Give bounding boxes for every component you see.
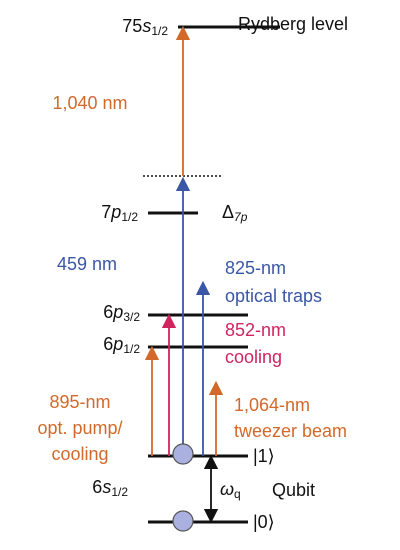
atom <box>172 510 194 532</box>
level-label: 6p3/2 <box>103 302 140 324</box>
label-part: 7 <box>101 202 111 222</box>
beam-label: 895-nm <box>49 392 110 412</box>
label-part: 6 <box>103 302 113 322</box>
state-label: |1⟩ <box>253 446 275 466</box>
detuning: Δ7p <box>222 202 248 224</box>
label-part: 75 <box>122 16 142 36</box>
beam-label: tweezer beam <box>234 421 347 441</box>
label-part: 6 <box>103 334 113 354</box>
level-label: 6s1/2 <box>92 477 128 499</box>
state-label: |0⟩ <box>253 512 275 532</box>
beam-label: 1,040 nm <box>52 93 127 113</box>
arrows <box>144 25 224 524</box>
level-label: 6p1/2 <box>103 334 140 356</box>
qubit-label: Qubit <box>272 480 315 500</box>
label-part: Δ <box>222 202 234 222</box>
beam-label: 459 nm <box>57 254 117 274</box>
level-label: 7p1/2 <box>101 202 138 224</box>
beam-label: 1,064-nm <box>234 395 310 415</box>
beam-label: 852-nm <box>225 320 286 340</box>
label-part: p <box>112 302 123 322</box>
label-part: q <box>234 487 241 501</box>
label-part: p <box>110 202 121 222</box>
atom <box>172 443 194 465</box>
label-part: 6 <box>92 477 102 497</box>
qubit-frequency: ωq <box>220 479 241 501</box>
label-part: 3/2 <box>123 310 140 324</box>
beam-label: cooling <box>51 444 108 464</box>
label-part: 7p <box>234 210 248 224</box>
label-part: 1/2 <box>151 24 168 38</box>
label-part: s <box>142 16 151 36</box>
label-part: 1/2 <box>111 485 128 499</box>
beam-label: cooling <box>225 347 282 367</box>
beam-label: optical traps <box>225 286 322 306</box>
rydberg-name: Rydberg level <box>238 14 348 34</box>
label-part: 1/2 <box>121 210 138 224</box>
beam-label: opt. pump/ <box>37 418 122 438</box>
beam-label: 825-nm <box>225 258 286 278</box>
label-part: 1/2 <box>123 342 140 356</box>
level-label: 75s1/2 <box>122 16 168 38</box>
label-part: s <box>102 477 111 497</box>
label-part: ω <box>220 479 234 499</box>
label-part: p <box>112 334 123 354</box>
